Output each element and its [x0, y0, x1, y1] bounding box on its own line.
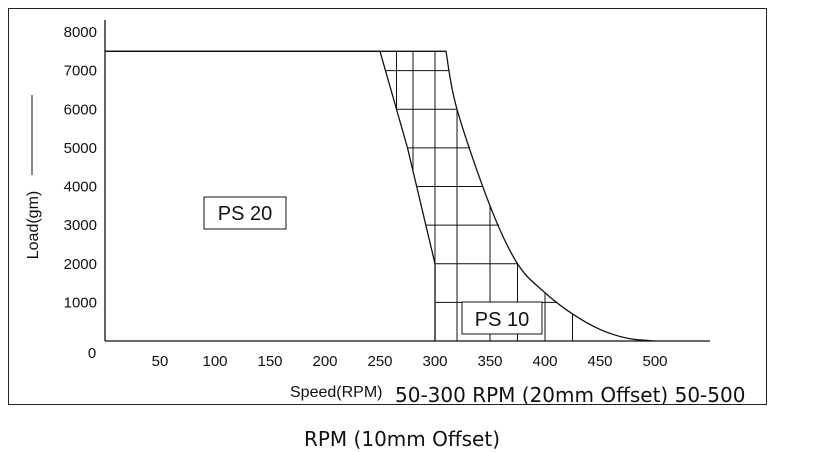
y-tick-label: 3000 — [64, 217, 97, 234]
x-tick-label: 150 — [257, 353, 282, 370]
y-tick-label: 8000 — [64, 24, 97, 41]
y-tick-label: 2000 — [64, 256, 97, 273]
zone-label-ps10: PS 10 — [461, 301, 543, 335]
zone-label-ps20: PS 20 — [203, 196, 287, 230]
x-tick-label: 450 — [587, 353, 612, 370]
curve-layer — [105, 50, 656, 342]
chart-frame — [8, 8, 767, 405]
y-axis-title: Load(gm) — [25, 191, 42, 259]
x-tick-label: 400 — [532, 353, 557, 370]
series-ps20-outline — [105, 50, 436, 341]
y-tick-label: 5000 — [64, 140, 97, 157]
y-tick-label: 7000 — [64, 63, 97, 80]
origin-label: 0 — [88, 345, 96, 362]
caption-line-2: RPM (10mm Offset) — [304, 427, 500, 451]
y-tick-label: 1000 — [64, 294, 97, 311]
x-tick-label: 350 — [477, 353, 502, 370]
y-tick-label: 4000 — [64, 179, 97, 196]
x-tick-label: 200 — [312, 353, 337, 370]
x-tick-label: 500 — [642, 353, 667, 370]
series-ps10-outline — [105, 50, 656, 342]
x-tick-label: 300 — [422, 353, 447, 370]
x-tick-label: 50 — [152, 353, 169, 370]
x-tick-label: 250 — [367, 353, 392, 370]
x-axis-title: Speed(RPM) — [290, 384, 382, 401]
hatch-grid — [385, 51, 573, 341]
axes — [104, 20, 710, 342]
x-tick-label: 100 — [202, 353, 227, 370]
y-tick-label: 6000 — [64, 101, 97, 118]
zone-label-ps10-text: PS 10 — [475, 309, 529, 331]
zone-label-ps20-text: PS 20 — [218, 203, 272, 225]
caption-line-1: 50-300 RPM (20mm Offset) 50-500 — [395, 383, 745, 407]
